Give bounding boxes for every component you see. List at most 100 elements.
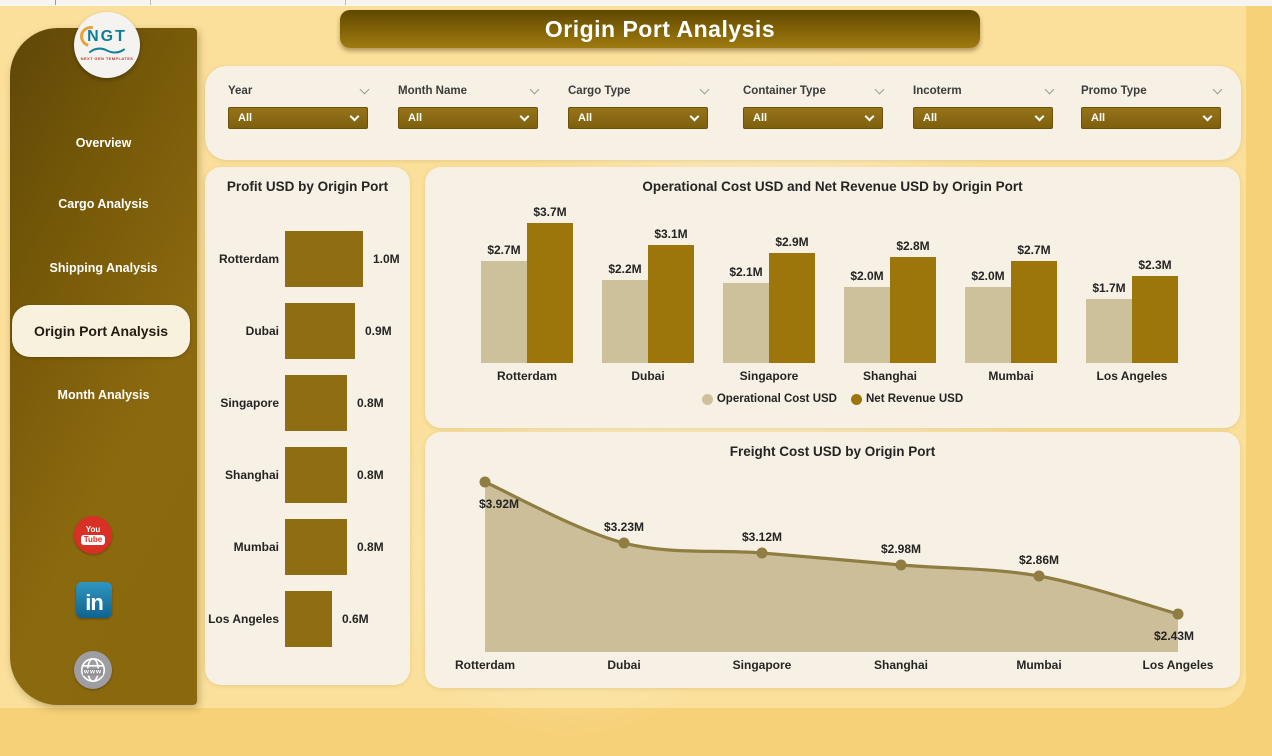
data-point-dubai[interactable] <box>618 537 630 549</box>
net-revenue-usd-bar-mumbai[interactable] <box>1011 261 1057 363</box>
data-label: $3.12M <box>742 530 782 544</box>
profit-row-shanghai: Shanghai 0.8M <box>205 447 410 503</box>
slicer-dropdown[interactable]: All <box>913 107 1053 129</box>
data-label: $3.1M <box>654 227 688 241</box>
net-revenue-usd-bar-dubai[interactable] <box>648 245 694 363</box>
profit-bar-singapore[interactable] <box>285 375 347 431</box>
chevron-down-icon <box>1202 111 1213 121</box>
slicer-value: All <box>1091 112 1106 124</box>
slicer-dropdown[interactable]: All <box>398 107 538 129</box>
chevron-down-icon <box>349 111 360 121</box>
data-label: $3.92M <box>479 497 519 511</box>
profit-bar-dubai[interactable] <box>285 303 355 359</box>
category-label: Mumbai <box>1016 658 1061 672</box>
data-label: $2.8M <box>896 239 930 253</box>
profit-row-mumbai: Mumbai 0.8M <box>205 519 410 575</box>
slicer-value: All <box>923 112 938 124</box>
sidebar-item-shipping-analysis[interactable]: Shipping Analysis <box>49 261 158 275</box>
legend-item-net-revenue-usd[interactable]: Net Revenue USD <box>851 393 963 405</box>
net-revenue-usd-bar-rotterdam[interactable] <box>527 223 573 363</box>
data-label: 0.9M <box>365 324 392 338</box>
category-label: Singapore <box>739 369 799 383</box>
operational-cost-usd-bar-dubai[interactable] <box>602 280 648 363</box>
linkedin-icon[interactable]: in <box>76 582 112 618</box>
globe-icon[interactable]: www <box>74 651 112 689</box>
slicer-dropdown[interactable]: All <box>1081 107 1221 129</box>
data-label: $2.98M <box>881 542 921 556</box>
data-label: 1.0M <box>373 252 400 266</box>
sidebar-item-cargo-analysis[interactable]: Cargo Analysis <box>58 197 149 211</box>
operational-cost-usd-bar-shanghai[interactable] <box>844 287 890 363</box>
chevron-down-icon[interactable] <box>529 84 540 95</box>
chevron-down-icon[interactable] <box>699 84 710 95</box>
slicer-header: Cargo Type <box>568 82 710 100</box>
legend-swatch <box>851 393 862 405</box>
data-point-singapore[interactable] <box>756 547 768 559</box>
profit-bar-shanghai[interactable] <box>285 447 347 503</box>
slicer-dropdown[interactable]: All <box>228 107 368 129</box>
net-revenue-usd-bar-shanghai[interactable] <box>890 257 936 363</box>
data-label: $1.7M <box>1092 281 1126 295</box>
profit-bar-mumbai[interactable] <box>285 519 347 575</box>
legend-label: Operational Cost USD <box>716 393 837 405</box>
slicer-cargo-type: Cargo Type All <box>568 82 710 129</box>
sidebar: NGT NEXT GEN TEMPLATES Overview Cargo Ana… <box>10 12 197 705</box>
chevron-down-icon[interactable] <box>874 84 885 95</box>
operational-cost-usd-bar-mumbai[interactable] <box>965 287 1011 363</box>
slicer-label: Cargo Type <box>568 85 631 97</box>
freight-area-plot: $3.92M Rotterdam $3.23M Dubai $3.12M Singapor… <box>455 476 1214 672</box>
area-fill <box>485 482 1178 652</box>
chevron-down-icon[interactable] <box>359 84 370 95</box>
slicer-promo-type: Promo Type All <box>1081 82 1223 129</box>
net-revenue-usd-bar-los-angeles[interactable] <box>1132 276 1178 363</box>
operational-cost-usd-bar-singapore[interactable] <box>723 283 769 363</box>
data-label: $2.43M <box>1154 629 1194 643</box>
data-label: $3.7M <box>533 205 567 219</box>
category-label: Los Angeles <box>1096 369 1168 383</box>
chevron-down-icon <box>864 111 875 121</box>
slicer-dropdown[interactable]: All <box>743 107 883 129</box>
youtube-icon[interactable]: You Tube <box>74 516 112 554</box>
category-label: Dubai <box>631 369 665 383</box>
freight-chart-card: Freight Cost USD by Origin Port $3.92M Ro… <box>425 432 1240 688</box>
data-label: $2.3M <box>1138 258 1172 272</box>
net-revenue-usd-bar-singapore[interactable] <box>769 253 815 363</box>
youtube-label: Tube <box>80 534 106 545</box>
data-point-los-angeles[interactable] <box>1172 608 1184 620</box>
operational-cost-usd-bar-rotterdam[interactable] <box>481 261 527 363</box>
data-point-rotterdam[interactable] <box>479 476 491 488</box>
operational-cost-usd-bar-los-angeles[interactable] <box>1086 299 1132 363</box>
sidebar-item-month-analysis[interactable]: Month Analysis <box>57 388 150 402</box>
profit-row-dubai: Dubai 0.9M <box>205 303 410 359</box>
app-logo: NGT NEXT GEN TEMPLATES <box>74 12 140 78</box>
youtube-label: You <box>85 524 101 534</box>
category-label: Los Angeles <box>208 612 279 626</box>
profit-bar-plot: Rotterdam 1.0M Dubai 0.9M Singapore 0.8M Shang… <box>205 167 410 685</box>
page-title-bar: Origin Port Analysis <box>340 10 980 48</box>
legend-item-operational-cost-usd[interactable]: Operational Cost USD <box>701 393 837 405</box>
data-point-shanghai[interactable] <box>895 559 907 571</box>
dashboard-canvas: NGT NEXT GEN TEMPLATES Overview Cargo Ana… <box>0 6 1246 756</box>
data-label: 0.6M <box>342 612 369 626</box>
logo-subtext: NEXT GEN TEMPLATES <box>80 56 134 61</box>
slicer-header: Promo Type <box>1081 82 1223 100</box>
sidebar-item-overview[interactable]: Overview <box>75 136 132 150</box>
linkedin-label: in <box>85 590 104 615</box>
globe-label: www <box>82 668 104 676</box>
profit-bar-rotterdam[interactable] <box>285 231 363 287</box>
data-point-mumbai[interactable] <box>1033 570 1045 582</box>
slicer-header: Incoterm <box>913 82 1055 100</box>
profit-row-los-angeles: Los Angeles 0.6M <box>205 591 410 647</box>
profit-bar-los-angeles[interactable] <box>285 591 332 647</box>
chevron-down-icon[interactable] <box>1044 84 1055 95</box>
slicer-dropdown[interactable]: All <box>568 107 708 129</box>
category-label: Mumbai <box>233 540 279 554</box>
sidebar-item-origin-port-analysis[interactable]: Origin Port Analysis <box>12 305 190 357</box>
chevron-down-icon[interactable] <box>1212 84 1223 95</box>
window-top-edge <box>0 0 1272 6</box>
slicer-value: All <box>578 112 593 124</box>
slicer-label: Incoterm <box>913 85 962 97</box>
data-label: 0.8M <box>357 540 384 554</box>
category-label: Mumbai <box>988 369 1034 383</box>
slicer-label: Year <box>228 85 253 97</box>
